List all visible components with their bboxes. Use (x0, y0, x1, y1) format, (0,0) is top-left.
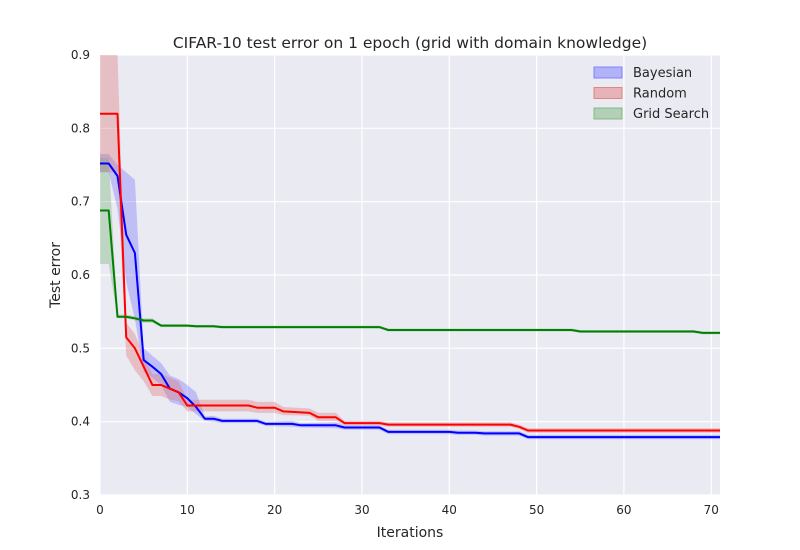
random-line (100, 112, 720, 432)
y-axis-label: Test error (48, 242, 64, 309)
confidence-bands (100, 55, 720, 440)
grid-search-line (100, 209, 720, 334)
y-tick-label: 0.3 (71, 488, 90, 502)
bayesian-legend-label: Bayesian (633, 66, 692, 81)
random-band (100, 55, 720, 433)
bayesian-legend-swatch (593, 66, 623, 79)
bayesian-line (100, 162, 720, 439)
grid-search-legend-label: Grid Search (633, 107, 709, 122)
x-tick-label: 30 (354, 503, 369, 517)
y-tick-label: 0.7 (71, 195, 90, 209)
series-lines (100, 112, 720, 439)
y-tick-label: 0.6 (71, 268, 90, 282)
x-tick-label: 60 (616, 503, 631, 517)
grid-search-legend-swatch (593, 107, 623, 120)
random-legend-swatch (593, 87, 623, 99)
x-tick-label: 0 (96, 503, 104, 517)
x-tick-label: 70 (704, 503, 719, 517)
x-tick-label: 10 (180, 503, 195, 517)
x-tick-label: 20 (267, 503, 282, 517)
y-tick-label: 0.9 (71, 48, 90, 62)
y-tick-label: 0.8 (71, 121, 90, 135)
y-axis-ticks: 0.3 0.4 0.5 0.6 0.7 0.8 0.9 (71, 48, 90, 502)
x-axis-label: Iterations (377, 525, 444, 541)
chart-title: CIFAR-10 test error on 1 epoch (grid wit… (173, 34, 647, 52)
grid-lines (99, 54, 720, 496)
x-axis-ticks: 0 10 20 30 40 50 60 70 (96, 503, 719, 517)
y-tick-label: 0.5 (71, 341, 90, 355)
x-tick-label: 40 (442, 503, 457, 517)
legend: Bayesian Random Grid Search (593, 66, 709, 122)
y-tick-label: 0.4 (71, 415, 90, 429)
x-tick-label: 50 (529, 503, 544, 517)
random-legend-label: Random (633, 87, 687, 102)
